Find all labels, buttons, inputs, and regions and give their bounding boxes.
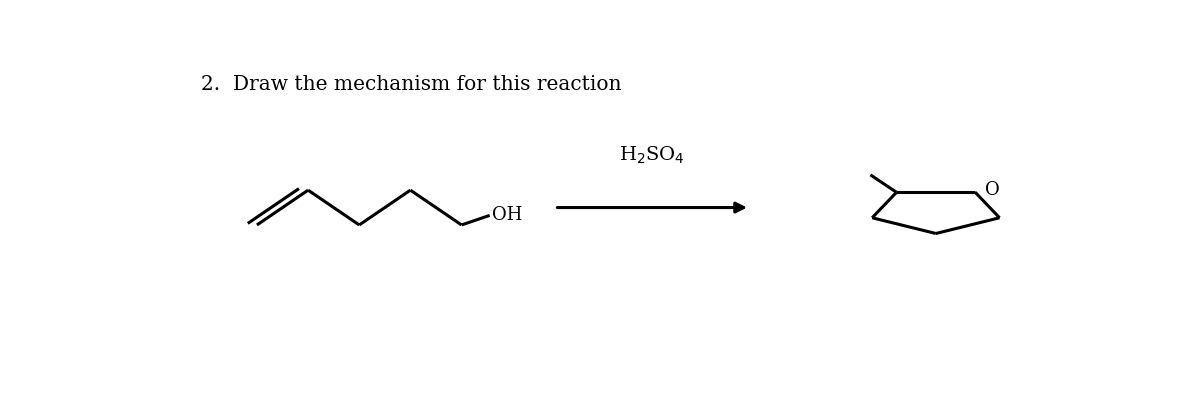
Text: OH: OH bbox=[492, 206, 523, 224]
Text: O: O bbox=[984, 181, 1000, 199]
Text: H$_2$SO$_4$: H$_2$SO$_4$ bbox=[619, 145, 685, 166]
Text: 2.  Draw the mechanism for this reaction: 2. Draw the mechanism for this reaction bbox=[202, 75, 622, 94]
